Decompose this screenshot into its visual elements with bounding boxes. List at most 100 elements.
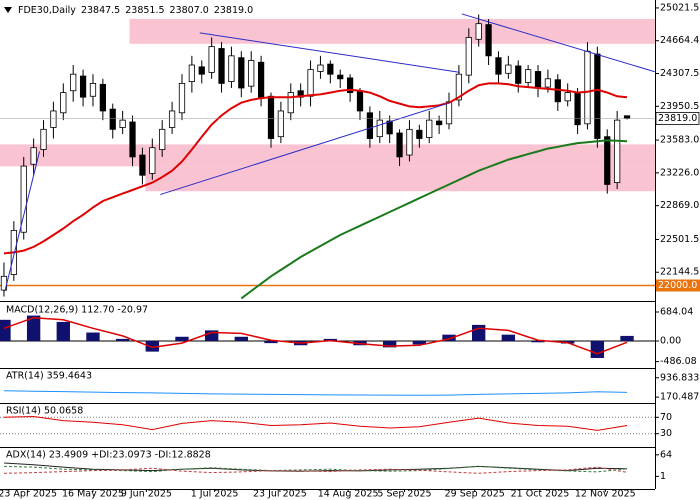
candle-body <box>623 115 631 119</box>
candle-body <box>366 112 374 139</box>
macd-bar <box>531 341 545 343</box>
candle-body <box>376 119 383 138</box>
candle-body <box>416 129 423 139</box>
y-tick-label: 170.4875 <box>660 392 700 403</box>
y-tick-label: 24664.4 <box>660 35 699 46</box>
x-tick-label: 29 Sep 2025 <box>445 489 505 500</box>
support-resistance-zone <box>145 166 655 192</box>
level-label: 22000.0 <box>658 280 697 291</box>
x-tick-label: 9 Jun 2025 <box>121 489 172 500</box>
candle-body <box>119 119 126 128</box>
signal-line <box>3 316 628 355</box>
y-tick-label: -486.08 <box>660 356 697 367</box>
candle-body <box>60 92 67 114</box>
macd-bar <box>175 336 189 342</box>
macd-bar <box>115 338 130 342</box>
candle-body <box>594 53 601 139</box>
y-tick-label: 70 <box>660 412 672 423</box>
macd-bar <box>382 341 397 348</box>
level-tag <box>656 279 700 292</box>
candle-body <box>525 69 532 83</box>
candle-body <box>455 73 463 101</box>
candle-body <box>396 132 403 158</box>
candle-body <box>436 120 443 126</box>
y-tick-label: 24307.5 <box>660 68 699 79</box>
candle-body <box>515 65 522 84</box>
candle-body <box>30 147 37 165</box>
candle-body <box>238 57 245 89</box>
x-tick-label: 14 Aug 2025 <box>318 489 379 500</box>
candle-body <box>149 147 156 174</box>
candle-body <box>426 119 433 138</box>
trendline <box>461 13 655 73</box>
macd-bar <box>501 334 516 342</box>
y-tick-label: 30 <box>660 428 672 439</box>
candle-body <box>109 108 116 130</box>
candle-body <box>544 78 552 88</box>
macd-bar <box>26 315 41 342</box>
candle-body <box>574 93 581 126</box>
y-tick-label: 936.8339 <box>660 372 700 383</box>
y-tick-label: 0.00 <box>660 336 681 347</box>
y-tick-label: 22501.5 <box>660 234 699 245</box>
indicator-title: MACD(12,26,9) 112.70 -20.97 <box>6 305 148 316</box>
y-tick-label: 25021.5 <box>660 2 699 13</box>
y-tick-label: 23583.0 <box>660 135 699 146</box>
candle-body <box>129 121 136 158</box>
last-price-tag <box>655 111 700 125</box>
candle-body <box>386 120 393 135</box>
macd-bar <box>204 330 219 342</box>
y-tick-label: 684.04 <box>660 307 693 318</box>
x-tick-label: 16 May 2025 <box>62 489 124 500</box>
candle-body <box>79 75 87 98</box>
candle-body <box>248 60 255 87</box>
header-ohlc: 23851.5 <box>125 5 164 16</box>
macd-bar <box>472 324 486 342</box>
macd-bar <box>264 341 278 344</box>
candle-body <box>168 110 176 128</box>
candle-body <box>406 128 413 156</box>
header-arrow <box>4 7 12 13</box>
macd-bar <box>590 341 605 358</box>
candle-body <box>356 91 364 112</box>
candle-body <box>218 48 225 84</box>
candle-body <box>139 154 146 176</box>
candle-body <box>99 83 106 112</box>
y-tick-label: 23950.5 <box>660 101 699 112</box>
macd-bar <box>620 335 634 342</box>
candle-body <box>40 128 47 150</box>
candle-body <box>317 64 324 72</box>
macd-bar <box>234 336 248 342</box>
candle-body <box>89 82 97 97</box>
y-tick-label: 22869.0 <box>660 200 699 211</box>
candle-body <box>208 46 215 73</box>
indicator-title: ADX(14) 23.4909 +DI:23.0973 -DI:12.8828 <box>6 450 211 461</box>
x-tick-label: 21 Oct 2025 <box>511 489 570 500</box>
y-tick-label: 23226.0 <box>660 167 699 178</box>
trendline <box>160 102 451 196</box>
indicator-title: RSI(14) 50.0658 <box>6 406 83 417</box>
candle-body <box>564 92 571 102</box>
chart-title: FDE30,Daily <box>18 5 76 16</box>
trendline <box>199 32 460 73</box>
candle-body <box>50 110 57 128</box>
candle-body <box>327 63 334 75</box>
x-tick-label: 5 Sep 2025 <box>377 489 431 500</box>
candle-body <box>614 119 621 184</box>
candle-body <box>495 57 502 75</box>
macd-bar <box>0 319 11 342</box>
last-price-label: 23819.0 <box>658 113 697 124</box>
candle-body <box>20 165 27 233</box>
candle-body <box>584 50 591 125</box>
candle-body <box>485 24 492 57</box>
header-ohlc: 23807.0 <box>170 5 209 16</box>
y-tick-label: 1 <box>660 471 666 482</box>
macd-bar <box>56 321 70 342</box>
candle-body <box>604 136 611 185</box>
x-tick-label: 23 Apr 2025 <box>0 489 57 500</box>
candle-body <box>188 64 195 82</box>
indicator-line <box>3 390 628 396</box>
chart-header: FDE30,Daily 23847.5 23851.5 23807.0 23819.0 <box>18 5 253 16</box>
